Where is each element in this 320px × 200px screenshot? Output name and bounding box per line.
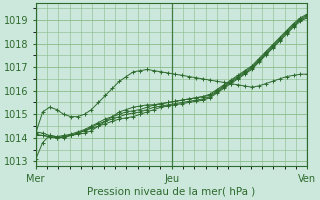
X-axis label: Pression niveau de la mer( hPa ): Pression niveau de la mer( hPa ) [87, 187, 256, 197]
